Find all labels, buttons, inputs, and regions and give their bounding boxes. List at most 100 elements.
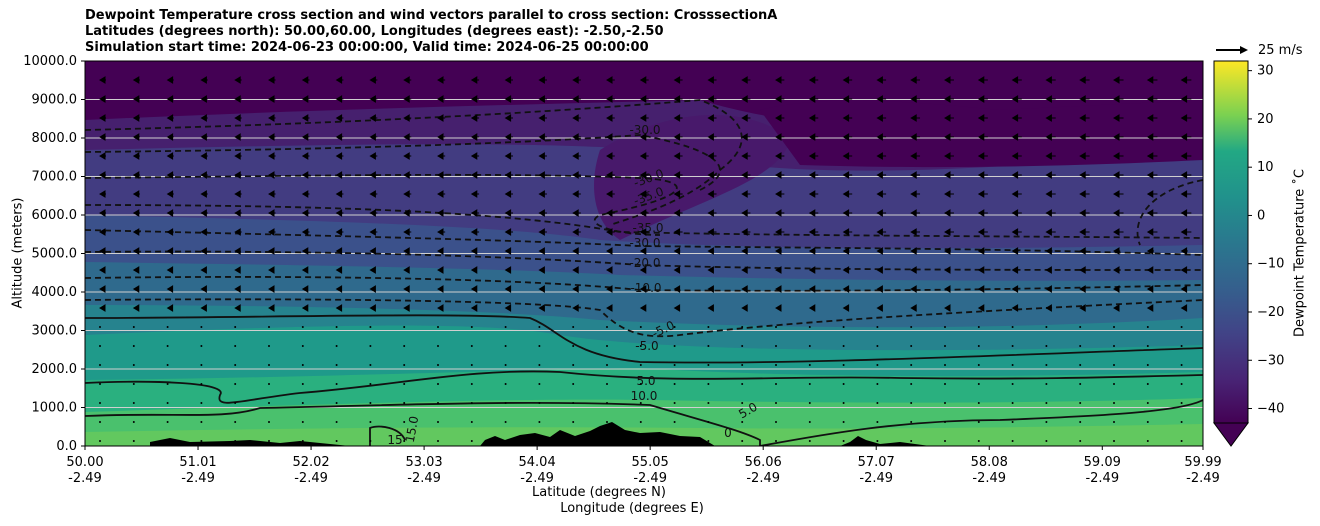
- wind-vector: [808, 326, 811, 328]
- wind-vector: [200, 95, 208, 103]
- wind-vector: [268, 171, 276, 179]
- wind-vector: [910, 190, 921, 198]
- wind-vector: [132, 190, 140, 198]
- wind-vector: [572, 114, 581, 122]
- wind-vector: [470, 326, 473, 328]
- wind-vector: [639, 133, 649, 141]
- wind-vector: [1045, 95, 1056, 103]
- wind-vector: [200, 285, 207, 293]
- wind-vector: [166, 266, 174, 274]
- wind-vector: [572, 190, 581, 198]
- colorbar-extend-arrow: [1213, 422, 1249, 447]
- x-tick-label-lat: 58.08: [971, 455, 1008, 470]
- wind-vector: [132, 402, 135, 404]
- wind-vector: [1113, 95, 1124, 103]
- wind-vector: [808, 402, 811, 404]
- x-tick-label-lon: -2.49: [633, 471, 667, 486]
- contour-label: -20.0: [629, 256, 660, 270]
- wind-vector: [1180, 95, 1192, 103]
- wind-vector: [673, 114, 683, 122]
- wind-vector: [876, 345, 879, 347]
- wind-vector: [335, 152, 344, 160]
- contour-label: -30.0: [629, 236, 660, 250]
- wind-vector: [1113, 285, 1120, 293]
- wind-vector: [369, 209, 378, 217]
- wind-vector: [504, 440, 507, 442]
- wind-vector: [639, 402, 642, 404]
- x-tick-label-lon: -2.49: [181, 471, 215, 486]
- wind-vector: [1079, 364, 1082, 366]
- wind-vector: [741, 95, 751, 103]
- wind-vector: [99, 76, 106, 84]
- wind-vector: [132, 364, 135, 366]
- wind-vector: [538, 190, 547, 198]
- wind-vector: [808, 421, 811, 423]
- wind-vector: [166, 171, 174, 179]
- wind-vector: [99, 421, 101, 423]
- wind-vector: [639, 247, 647, 255]
- contour-minus10: [85, 276, 1203, 292]
- wind-vector: [1045, 152, 1056, 160]
- wind-vector: [335, 247, 343, 255]
- wind-vector: [673, 364, 676, 366]
- wind-vector: [910, 152, 921, 160]
- wind-vector: [707, 285, 714, 293]
- wind-vector: [1146, 209, 1158, 217]
- wind-vector: [775, 285, 782, 293]
- wind-vector: [538, 247, 545, 255]
- x-tick-label-lat: 56.06: [745, 455, 782, 470]
- wind-vector: [808, 152, 819, 160]
- wind-vector: [842, 95, 853, 103]
- wind-vector: [572, 402, 575, 404]
- wind-vector: [268, 133, 276, 141]
- wind-vector: [437, 76, 446, 84]
- wind-vector: [99, 114, 106, 122]
- wind-vector: [1180, 228, 1192, 236]
- wind-vector: [132, 266, 140, 274]
- wind-vector: [132, 326, 135, 328]
- wind-vector: [639, 326, 642, 328]
- wind-vector: [301, 133, 310, 141]
- wind-vector: [1079, 247, 1087, 255]
- wind-vector: [268, 285, 275, 293]
- wind-vector: [707, 364, 710, 366]
- wind-vector: [234, 304, 241, 312]
- wind-vector: [1214, 440, 1216, 442]
- wind-vector: [673, 95, 683, 103]
- wind-vector: [369, 304, 376, 312]
- wind-vector: [910, 76, 921, 84]
- wind-vector: [369, 95, 378, 103]
- wind-vector: [775, 76, 785, 84]
- wind-vector: [1011, 304, 1019, 312]
- wind-vector: [369, 266, 376, 274]
- wind-vector: [504, 285, 512, 293]
- wind-vector: [775, 421, 777, 423]
- wind-vector: [132, 152, 140, 160]
- wind-vector: [1113, 190, 1124, 198]
- wind-vector: [910, 326, 913, 328]
- wind-vector: [200, 114, 208, 122]
- wind-vector: [403, 285, 410, 293]
- wind-vector: [977, 247, 985, 255]
- x-tick-label-lon: -2.49: [294, 471, 328, 486]
- wind-vector: [504, 266, 512, 274]
- wind-vector: [944, 266, 951, 274]
- contour-label: -35.0: [632, 221, 663, 235]
- wind-vector: [808, 285, 816, 293]
- wind-vector: [977, 440, 980, 442]
- wind-vector: [606, 114, 615, 122]
- wind-vector: [268, 228, 276, 236]
- wind-vector: [268, 383, 270, 385]
- wind-vector: [977, 383, 980, 385]
- wind-vector: [808, 266, 816, 274]
- wind-vector: [99, 95, 106, 103]
- wind-vector: [1045, 266, 1052, 274]
- wind-vector: [538, 304, 545, 312]
- x-tick-label-lat: 53.03: [405, 455, 442, 470]
- wind-vector: [132, 285, 140, 293]
- wind-vector: [335, 95, 344, 103]
- wind-vector: [876, 171, 887, 179]
- wind-vector: [437, 247, 444, 255]
- wind-vector: [268, 304, 275, 312]
- wind-vector: [166, 402, 169, 404]
